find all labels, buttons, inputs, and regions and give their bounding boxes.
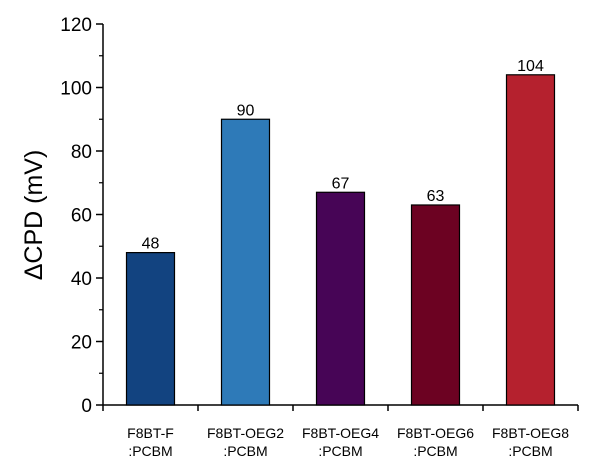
y-tick-label: 40	[71, 269, 92, 290]
y-tick-label: 20	[71, 333, 92, 354]
x-tick-label: F8BT-OEG8 :PCBM	[492, 425, 569, 459]
data-label: 67	[332, 175, 350, 192]
y-axis: 0 20 40 60 80 100 120	[60, 15, 103, 417]
category-labels: F8BT-F:PCBMF8BT-OEG2:PCBMF8BT-OEG4:PCBMF…	[127, 425, 569, 459]
bar	[412, 205, 460, 405]
y-tick-label: 100	[60, 79, 92, 100]
x-tick-label-line: F8BT-OEG6	[397, 425, 474, 441]
x-tick-label: F8BT-OEG2 :PCBM	[207, 425, 284, 459]
x-axis	[103, 405, 578, 411]
x-tick-label-line: :PCBM	[223, 443, 267, 459]
y-tick-label: 0	[81, 396, 92, 417]
data-label: 104	[517, 58, 544, 75]
bars	[127, 75, 555, 405]
bar	[317, 192, 365, 405]
bar	[127, 253, 175, 405]
x-tick-label-line: :PCBM	[508, 443, 552, 459]
y-tick-label: 80	[71, 142, 92, 163]
bar	[507, 75, 555, 405]
x-tick-label-line: F8BT-OEG2	[207, 425, 284, 441]
x-tick-label-line: :PCBM	[128, 443, 172, 459]
data-label: 48	[142, 236, 160, 253]
x-tick-label: F8BT-OEG4 :PCBM	[302, 425, 379, 459]
data-label: 63	[427, 188, 445, 205]
y-tick-label: 120	[60, 15, 92, 36]
x-tick-label-line: F8BT-OEG8	[492, 425, 569, 441]
bar	[222, 119, 270, 405]
y-tick-label: 60	[71, 206, 92, 227]
x-tick-label: F8BT-OEG6 :PCBM	[397, 425, 474, 459]
x-tick-label-line: :PCBM	[413, 443, 457, 459]
data-label: 90	[237, 102, 255, 119]
x-tick-label-line: F8BT-OEG4	[302, 425, 379, 441]
x-tick-label-line: :PCBM	[318, 443, 362, 459]
x-tick-label-line: F8BT-F	[127, 425, 174, 441]
y-axis-title: ΔCPD (mV)	[20, 150, 48, 281]
x-tick-label: F8BT-F :PCBM	[127, 425, 174, 459]
